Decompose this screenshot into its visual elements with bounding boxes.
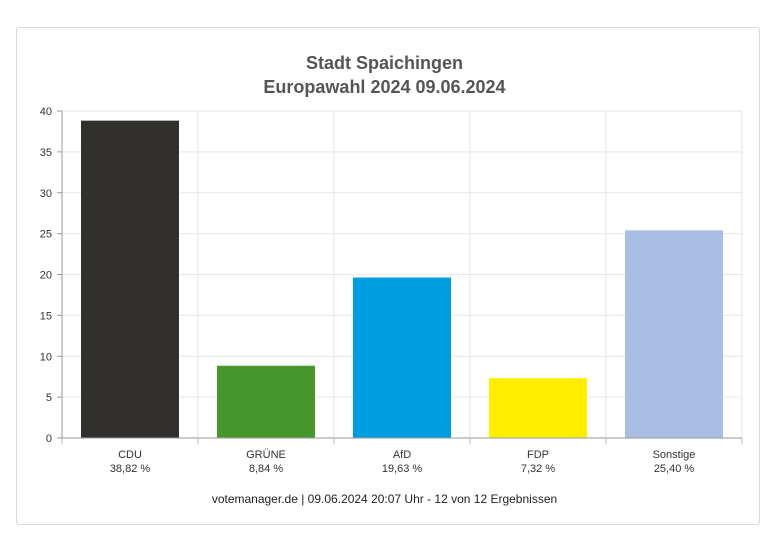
footer-source: votemanager.de | 09.06.2024 20:07 Uhr - … — [211, 492, 558, 506]
y-tick-label: 5 — [46, 392, 52, 404]
category-label: CDU — [118, 449, 142, 461]
bar-afd — [353, 277, 451, 438]
x-axis-labels: CDU 38,82 % GRÜNE 8,84 % AfD 19,63 % FDP 7,32 %… — [110, 449, 696, 475]
y-tick-label: 40 — [40, 106, 52, 118]
category-label: FDP — [527, 449, 549, 461]
y-axis-ticks: 0 5 10 15 20 25 30 35 40 — [40, 106, 62, 445]
y-tick-label: 15 — [40, 310, 52, 322]
bar-sonstige — [625, 230, 723, 438]
chart-subtitle: Europawahl 2024 09.06.2024 — [263, 77, 506, 97]
category-label: AfD — [393, 449, 411, 461]
value-label: 7,32 % — [521, 463, 555, 475]
y-tick-label: 20 — [40, 270, 52, 282]
value-label: 8,84 % — [249, 463, 283, 475]
y-tick-label: 0 — [46, 433, 52, 445]
value-label: 19,63 % — [382, 463, 423, 475]
category-label: Sonstige — [653, 449, 696, 461]
value-label: 38,82 % — [110, 463, 151, 475]
y-tick-label: 35 — [40, 147, 52, 159]
bar-fdp — [489, 378, 587, 438]
bar-cdu — [81, 120, 179, 439]
value-label: 25,40 % — [654, 463, 695, 475]
y-tick-label: 30 — [40, 188, 52, 200]
chart-title: Stadt Spaichingen — [305, 53, 464, 73]
bar-grüne — [217, 365, 315, 438]
category-label: GRÜNE — [246, 449, 286, 461]
y-tick-label: 25 — [40, 229, 52, 241]
bars — [81, 120, 723, 439]
y-tick-label: 10 — [40, 351, 52, 363]
